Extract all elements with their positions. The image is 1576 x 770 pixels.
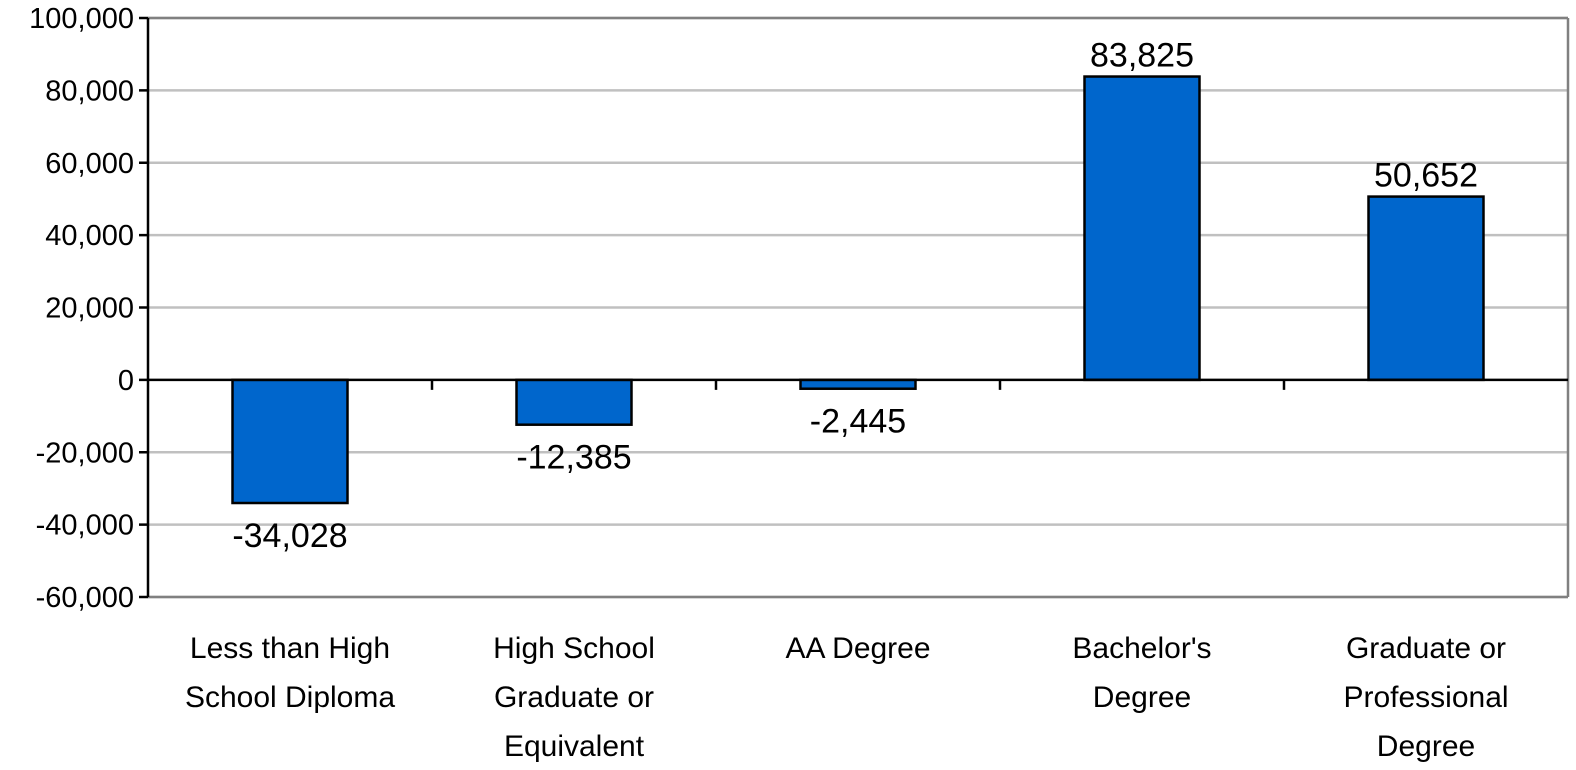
category-label-line: High School: [493, 632, 655, 665]
category-label-line: AA Degree: [785, 632, 930, 665]
category-label-line: Bachelor's: [1072, 632, 1211, 665]
category-label-line: Professional: [1343, 681, 1508, 714]
y-tick-label: 80,000: [45, 75, 134, 107]
category-label: Bachelor's Degree: [1072, 632, 1211, 714]
y-tick-label: 40,000: [45, 220, 134, 252]
y-tick-label: -40,000: [36, 510, 134, 542]
bar: [1367, 195, 1485, 382]
data-label: 50,652: [1374, 157, 1478, 195]
category-label-line: Less than High: [190, 632, 390, 665]
y-tick-label: -60,000: [36, 582, 134, 614]
category-label-line: Degree: [1093, 681, 1191, 714]
category-label: Graduate or Professional Degree: [1343, 632, 1508, 763]
bar: [231, 378, 349, 505]
y-tick-label: 100,000: [29, 3, 134, 35]
category-label-line: Degree: [1377, 730, 1475, 763]
category-label-line: Equivalent: [504, 730, 645, 763]
y-tick-label: -20,000: [36, 437, 134, 469]
category-label-line: School Diploma: [185, 681, 395, 714]
category-label-line: Graduate or: [1346, 632, 1506, 665]
category-label-line: Graduate or: [494, 681, 654, 714]
y-tick-label: 20,000: [45, 293, 134, 325]
y-tick-label: 60,000: [45, 148, 134, 180]
category-label: AA Degree: [785, 632, 930, 665]
bar: [799, 378, 917, 390]
bar: [1083, 75, 1201, 382]
category-label: High School Graduate or Equivalent: [493, 632, 655, 763]
data-label: -34,028: [232, 517, 347, 555]
category-label: Less than High School Diploma: [185, 632, 395, 714]
bar: [515, 378, 633, 426]
data-label: -2,445: [810, 403, 906, 441]
y-tick-label: 0: [118, 365, 134, 397]
data-label: -12,385: [516, 439, 631, 477]
data-label: 83,825: [1090, 37, 1194, 75]
